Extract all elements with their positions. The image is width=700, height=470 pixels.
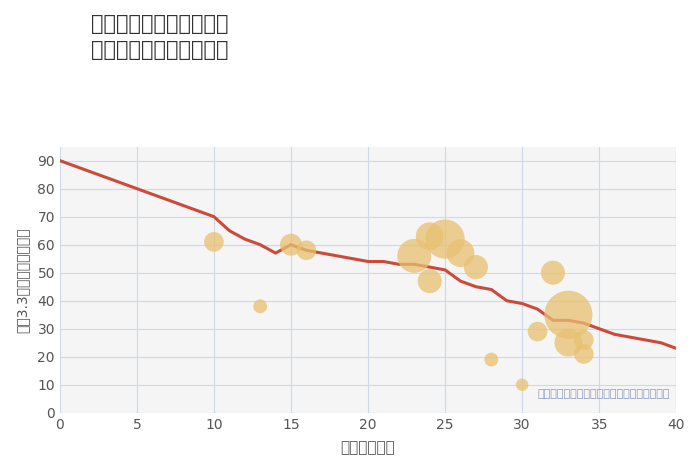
Y-axis label: 坪（3.3㎡）単価（万円）: 坪（3.3㎡）単価（万円）: [15, 227, 29, 332]
Point: [424, 233, 435, 240]
Point: [532, 328, 543, 335]
Point: [440, 235, 451, 243]
Point: [563, 311, 574, 319]
Text: 円の大きさは、取引のあった物件面積を示す: 円の大きさは、取引のあった物件面積を示す: [538, 390, 670, 400]
Point: [286, 241, 297, 249]
Point: [517, 381, 528, 389]
Point: [578, 336, 589, 344]
Point: [301, 247, 312, 254]
Point: [409, 252, 420, 259]
Point: [455, 249, 466, 257]
Point: [578, 350, 589, 358]
X-axis label: 築年数（年）: 築年数（年）: [341, 440, 395, 455]
Point: [486, 356, 497, 363]
Point: [563, 339, 574, 346]
Point: [255, 303, 266, 310]
Point: [424, 277, 435, 285]
Point: [470, 263, 482, 271]
Point: [547, 269, 559, 276]
Text: 兵庫県西宮市宝生ヶ丘の
築年数別中古戸建て価格: 兵庫県西宮市宝生ヶ丘の 築年数別中古戸建て価格: [91, 14, 228, 61]
Point: [209, 238, 220, 246]
